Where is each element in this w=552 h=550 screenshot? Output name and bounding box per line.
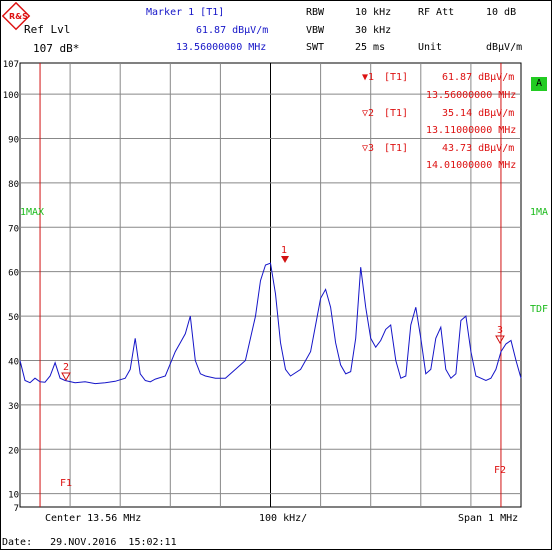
marker-3-tag: 3	[497, 325, 504, 336]
marker-3-symbol: ▽3	[362, 143, 375, 154]
unit-label: Unit	[418, 42, 443, 53]
marker-2-tag: 2	[63, 362, 70, 373]
y-tick-label: 40	[8, 357, 19, 367]
marker-2-freq: 13.11000000 MHz	[426, 125, 517, 136]
trace-mode-left: 1MAX	[20, 207, 45, 218]
rf-att-label: RF Att	[418, 7, 455, 18]
marker-2-glyph	[61, 372, 71, 382]
grid	[19, 62, 522, 508]
swt-value: 25 ms	[355, 42, 386, 53]
span: Span 1 MHz	[458, 513, 519, 524]
rbw-label: RBW	[306, 7, 325, 18]
f2-label: F2	[494, 465, 507, 476]
marker-2-symbol: ▽2	[362, 108, 375, 119]
unit-value: dBµV/m	[486, 42, 523, 53]
y-tick-label: 20	[8, 446, 19, 456]
f1-label: F1	[60, 478, 73, 489]
rs-logo: R&S	[2, 2, 31, 31]
trace-mode-right: 1MA	[530, 207, 549, 218]
y-tick-label: 80	[8, 180, 19, 190]
y-tick-label: 70	[8, 224, 19, 234]
marker-level: 61.87 dBµV/m	[196, 25, 269, 36]
y-tick-label: 107	[3, 60, 19, 70]
marker-freq: 13.56000000 MHz	[176, 42, 267, 53]
trace-indicator-a[interactable]: A	[531, 77, 547, 91]
svg-text:R&S: R&S	[9, 12, 28, 21]
marker-1-level: 61.87 dBµV/m	[442, 72, 515, 83]
marker-3-trace: [T1]	[384, 143, 409, 154]
frequency-lines	[39, 63, 502, 507]
division-width: 100 kHz/	[259, 513, 308, 524]
y-tick-label: 60	[8, 269, 19, 279]
marker-1-glyph	[281, 256, 289, 263]
y-tick-label: 7	[14, 504, 19, 514]
swt-label: SWT	[306, 42, 325, 53]
marker-2-trace: [T1]	[384, 108, 409, 119]
marker-1-tag: 1	[281, 245, 288, 256]
marker-1-symbol: ▼1	[362, 72, 375, 83]
y-tick-label: 30	[8, 402, 19, 412]
ref-level-label: Ref Lvl	[24, 23, 71, 36]
trace-1	[19, 262, 522, 385]
tdf-label: TDF	[530, 304, 549, 315]
center-frequency: Center 13.56 MHz	[45, 513, 142, 524]
date-stamp: Date: 29.NOV.2016 15:02:11	[2, 537, 177, 548]
marker-2-level: 35.14 dBµV/m	[442, 108, 515, 119]
marker-glyphs	[61, 256, 505, 382]
rf-att-value: 10 dB	[486, 7, 517, 18]
marker-3-glyph	[495, 335, 505, 345]
y-tick-label: 90	[8, 135, 19, 145]
y-tick-label: 50	[8, 313, 19, 323]
y-tick-label: 100	[3, 91, 19, 101]
ref-level-value: 107 dB*	[33, 42, 80, 55]
marker-3-level: 43.73 dBµV/m	[442, 143, 515, 154]
rbw-value: 10 kHz	[355, 7, 392, 18]
vbw-label: VBW	[306, 25, 325, 36]
marker-1-trace: [T1]	[384, 72, 409, 83]
y-tick-label: 10	[8, 491, 19, 501]
vbw-value: 30 kHz	[355, 25, 392, 36]
marker-title: Marker 1 [T1]	[146, 7, 225, 18]
marker-3-freq: 14.01000000 MHz	[426, 160, 517, 171]
marker-1-freq: 13.56000000 MHz	[426, 90, 517, 101]
